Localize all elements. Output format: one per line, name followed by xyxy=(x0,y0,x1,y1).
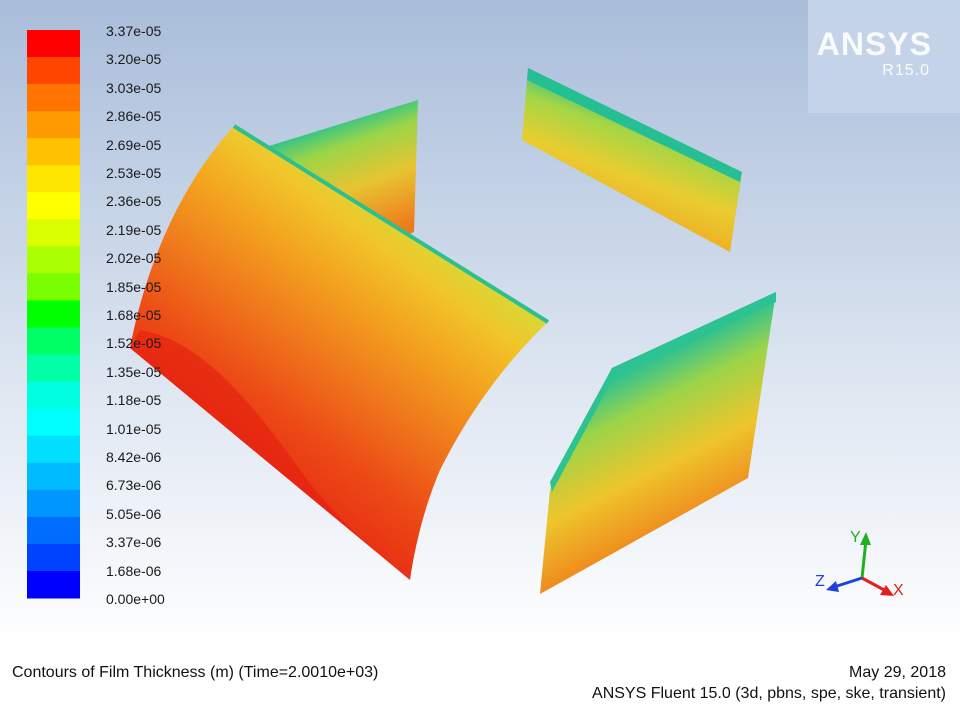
legend-label: 1.35e-05 xyxy=(106,363,162,380)
surface-main-edge xyxy=(232,124,550,324)
axis-x-arrow xyxy=(880,585,894,596)
legend-label: 6.73e-06 xyxy=(106,477,162,494)
legend-swatch xyxy=(27,435,80,464)
surface-main-contour-band xyxy=(130,330,410,580)
plot-date: May 29, 2018 xyxy=(849,664,946,681)
legend-label: 2.69e-05 xyxy=(106,136,162,153)
ansys-logo: ANSYS R15.0 xyxy=(808,0,960,113)
surface-top-right xyxy=(522,68,742,252)
legend-label: 1.18e-05 xyxy=(106,392,162,409)
axis-y-line xyxy=(860,539,868,579)
legend-swatch xyxy=(27,543,80,572)
legend-label: 2.19e-05 xyxy=(106,221,162,238)
legend-label: 1.85e-05 xyxy=(106,278,162,295)
legend-swatch xyxy=(27,273,80,301)
legend-swatch xyxy=(27,111,80,139)
legend-swatch xyxy=(27,516,80,545)
axis-triad: Y X Z xyxy=(815,529,904,599)
legend-swatch xyxy=(27,300,80,329)
legend-label: 3.20e-05 xyxy=(106,51,162,68)
logo-name: ANSYS xyxy=(816,26,932,62)
legend-label: 1.52e-05 xyxy=(106,335,162,352)
legend-label: 3.37e-05 xyxy=(106,23,162,39)
axis-x-line xyxy=(861,576,887,593)
legend-label: 2.86e-05 xyxy=(106,108,162,125)
legend-swatch xyxy=(27,489,80,518)
legend-swatch xyxy=(27,327,80,356)
legend-label: 5.05e-06 xyxy=(106,505,162,522)
legend-swatch xyxy=(27,381,80,410)
surface-top-right-edge xyxy=(527,68,742,182)
surface-main-curved xyxy=(130,126,548,580)
axis-z-arrow xyxy=(826,581,839,592)
legend-swatch xyxy=(27,570,80,599)
legend-swatch xyxy=(27,192,80,220)
legend-swatch xyxy=(27,354,80,383)
legend-swatch xyxy=(27,219,80,247)
axis-y-label: Y xyxy=(850,529,861,546)
plot-title: Contours of Film Thickness (m) (Time=2.0… xyxy=(12,664,379,681)
legend-label: 1.01e-05 xyxy=(106,420,162,437)
axis-z-line xyxy=(833,576,863,589)
legend-label: 2.36e-05 xyxy=(106,193,162,210)
legend-label: 1.68e-05 xyxy=(106,307,162,323)
legend-label: 1.68e-06 xyxy=(106,562,162,579)
surface-bottom-right-edge xyxy=(550,292,776,492)
legend-label: 2.02e-05 xyxy=(106,250,162,267)
legend-label: 2.53e-05 xyxy=(106,165,162,181)
axis-x-label: X xyxy=(893,582,904,599)
logo-version: R15.0 xyxy=(882,62,930,79)
legend-swatch xyxy=(27,57,80,85)
legend-label: 3.03e-05 xyxy=(106,79,162,96)
legend-swatch xyxy=(27,84,80,112)
legend-label: 3.37e-06 xyxy=(106,534,162,551)
contour-viewport: Y X Z xyxy=(0,0,960,650)
surface-bottom-right xyxy=(540,292,776,594)
axis-y-arrow xyxy=(860,532,871,545)
axis-z-label: Z xyxy=(815,573,825,590)
legend-swatch xyxy=(27,462,80,491)
solver-info: ANSYS Fluent 15.0 (3d, pbns, spe, ske, t… xyxy=(592,685,946,702)
legend-swatch xyxy=(27,165,80,193)
legend-color-bar xyxy=(27,30,80,599)
legend-swatch xyxy=(27,408,80,437)
legend-label: 8.42e-06 xyxy=(106,449,162,465)
legend-label: 0.00e+00 xyxy=(106,591,165,607)
legend-swatch xyxy=(27,30,80,58)
legend-swatch xyxy=(27,138,80,166)
legend-swatch xyxy=(27,246,80,274)
